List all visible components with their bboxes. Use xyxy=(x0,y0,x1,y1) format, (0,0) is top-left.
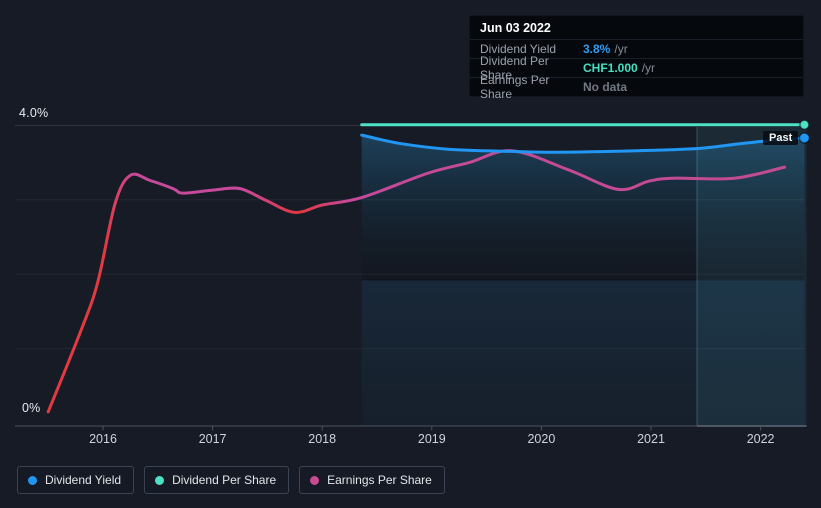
y-axis-label-bottom: 0% xyxy=(22,401,41,415)
x-axis-label: 2019 xyxy=(417,432,446,446)
earnings-per-share-line xyxy=(46,149,787,414)
x-axis-label: 2018 xyxy=(308,432,337,446)
x-axis-label: 2017 xyxy=(198,432,227,446)
tooltip-suffix: /yr xyxy=(641,61,656,75)
tooltip-suffix: /yr xyxy=(614,42,628,56)
earnings-per-share-dot-icon xyxy=(310,475,320,485)
dividend-yield-line xyxy=(360,133,806,154)
legend-label: Earnings Per Share xyxy=(327,473,432,487)
tooltip-value: No data xyxy=(583,80,628,94)
tooltip-row: Dividend Per Share CHF1.000 /yr xyxy=(470,54,803,82)
past-label: Past xyxy=(763,131,799,145)
tooltip-value: 3.8% xyxy=(583,42,611,56)
tooltip-date: Jun 03 2022 xyxy=(480,21,551,35)
dividend-yield-dot-icon xyxy=(28,475,37,485)
tooltip-row: Earnings Per Share No data xyxy=(470,73,803,101)
chart-legend: Dividend Yield Dividend Per Share Earnin… xyxy=(17,466,445,494)
x-axis-ticks xyxy=(102,426,762,431)
y-axis-label-top: 4.0% xyxy=(19,106,49,120)
x-axis-label: 2016 xyxy=(89,432,117,446)
dividend-yield-end-marker xyxy=(798,132,811,144)
chart-tooltip: Jun 03 2022 Dividend Yield 3.8% /yr Divi… xyxy=(470,16,803,101)
x-axis-label: 2020 xyxy=(527,432,556,446)
last-year-highlight-region xyxy=(697,127,807,426)
legend-item-dividend-yield[interactable]: Dividend Yield xyxy=(17,466,135,494)
tooltip-label: Dividend Yield xyxy=(480,42,557,56)
tooltip-label: Earnings Per Share xyxy=(480,73,550,101)
tooltip-row: Dividend Yield 3.8% /yr xyxy=(470,39,803,58)
tooltip-label: Dividend Per Share xyxy=(480,54,549,82)
tooltip-value: CHF1.000 xyxy=(583,61,638,75)
legend-label: Dividend Yield xyxy=(45,473,122,487)
past-area-fill xyxy=(361,135,805,426)
legend-item-earnings-per-share[interactable]: Earnings Per Share xyxy=(299,466,445,494)
x-axis-label: 2021 xyxy=(637,432,665,446)
legend-label: Dividend Per Share xyxy=(172,473,277,487)
x-axis-label: 2022 xyxy=(746,432,775,446)
dividend-per-share-dot-icon xyxy=(155,475,165,485)
dividend-per-share-end-marker xyxy=(799,119,810,130)
legend-item-dividend-per-share[interactable]: Dividend Per Share xyxy=(144,466,290,494)
